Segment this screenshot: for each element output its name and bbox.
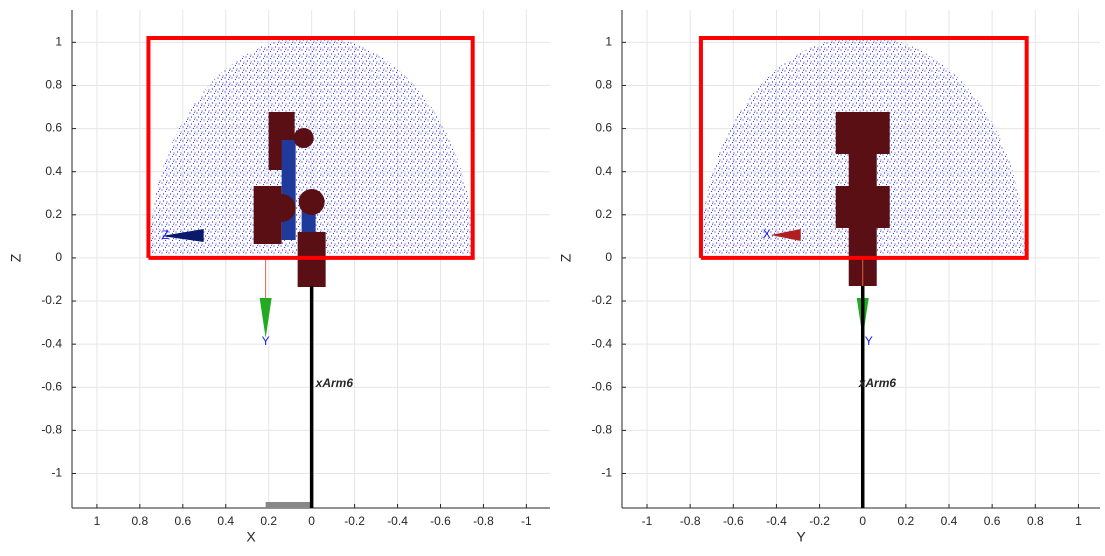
y-tick-label: 0 — [605, 250, 612, 264]
x-tick-label: -0.6 — [430, 514, 451, 528]
axes: -1 -0.8 -0.6 -0.4 -0.2 0 0.2 0.4 0.6 0.8 1 1 0.8 0.6 0… — [558, 10, 1100, 545]
y-tick-label: 0.6 — [45, 121, 62, 135]
y-tick-label: -0.8 — [591, 423, 612, 437]
robot-link — [849, 228, 877, 258]
robot-joint — [299, 189, 325, 215]
x-tick-label: -0.8 — [473, 514, 494, 528]
y-tick-label: -0.6 — [41, 379, 62, 393]
y-tick-label: -1 — [51, 466, 62, 480]
x-tick-label: 0 — [308, 514, 315, 528]
x-tick-label: -1 — [642, 514, 653, 528]
robot-joint — [294, 128, 314, 148]
y-tick-label: -0.8 — [41, 423, 62, 437]
robot-label: xArm6 — [315, 376, 354, 390]
y-tick-label: 0.8 — [595, 78, 612, 92]
y-tick-label: 0.2 — [45, 207, 62, 221]
robot-link — [849, 150, 877, 190]
page: 1 0.8 0.6 0.4 0.2 0 -0.2 -0.4 -0.6 -0.8 -1 1 0.8 0.6 0… — [0, 0, 1105, 556]
x-tick-label: 1 — [1075, 514, 1082, 528]
robot-label: xArm6 — [858, 376, 897, 390]
x-tick-label: 0.4 — [217, 514, 234, 528]
y-tick-label: 0.6 — [595, 121, 612, 135]
robot-link — [282, 140, 296, 240]
robot-joint — [268, 194, 296, 222]
frame-label: Y — [865, 334, 873, 348]
base-plate — [266, 502, 312, 508]
frame-label: X — [763, 227, 771, 241]
x-axis-label: X — [246, 529, 256, 545]
x-tick-label: -0.6 — [723, 514, 744, 528]
y-tick-label: 0 — [55, 250, 62, 264]
y-tick-label: -0.4 — [41, 336, 62, 350]
figure: 1 0.8 0.6 0.4 0.2 0 -0.2 -0.4 -0.6 -0.8 -1 1 0.8 0.6 0… — [0, 0, 1105, 556]
x-tick-label: 0.6 — [984, 514, 1001, 528]
x-tick-label: -0.4 — [387, 514, 408, 528]
y-axis-label: Z — [558, 253, 574, 262]
x-tick-label: -0.2 — [809, 514, 830, 528]
x-tick-label: 0 — [859, 514, 866, 528]
frame-arrow — [260, 298, 272, 338]
x-tick-label: -0.2 — [344, 514, 365, 528]
y-tick-label: 1 — [605, 35, 612, 49]
robot-link — [836, 186, 890, 228]
y-tick-label: -1 — [601, 466, 612, 480]
x-axis-label: Y — [796, 529, 806, 545]
y-tick-label: 0.4 — [45, 164, 62, 178]
y-tick-label: 0.2 — [595, 207, 612, 221]
y-tick-label: 0.4 — [595, 164, 612, 178]
frame-label: Z — [162, 228, 169, 242]
y-axis-label: Z — [8, 253, 24, 262]
y-tick-label: -0.2 — [591, 293, 612, 307]
y-tick-label: -0.4 — [591, 336, 612, 350]
y-tick-label: 0.8 — [45, 78, 62, 92]
frame-label: Y — [262, 334, 270, 348]
x-tick-label: -1 — [521, 514, 532, 528]
x-tick-label: 0.4 — [941, 514, 958, 528]
axes: 1 0.8 0.6 0.4 0.2 0 -0.2 -0.4 -0.6 -0.8 -1 1 0.8 0.6 0… — [8, 10, 550, 545]
y-tick-label: -0.2 — [41, 293, 62, 307]
x-tick-label: 0.8 — [132, 514, 149, 528]
x-tick-label: 0.2 — [260, 514, 277, 528]
x-tick-label: 1 — [94, 514, 101, 528]
x-tick-label: 0.6 — [174, 514, 191, 528]
y-tick-label: -0.6 — [591, 379, 612, 393]
y-tick-label: 1 — [55, 35, 62, 49]
x-tick-label: 0.2 — [898, 514, 915, 528]
x-tick-label: -0.8 — [680, 514, 701, 528]
x-tick-label: 0.8 — [1027, 514, 1044, 528]
x-tick-label: -0.4 — [766, 514, 787, 528]
robot-link — [836, 112, 890, 154]
